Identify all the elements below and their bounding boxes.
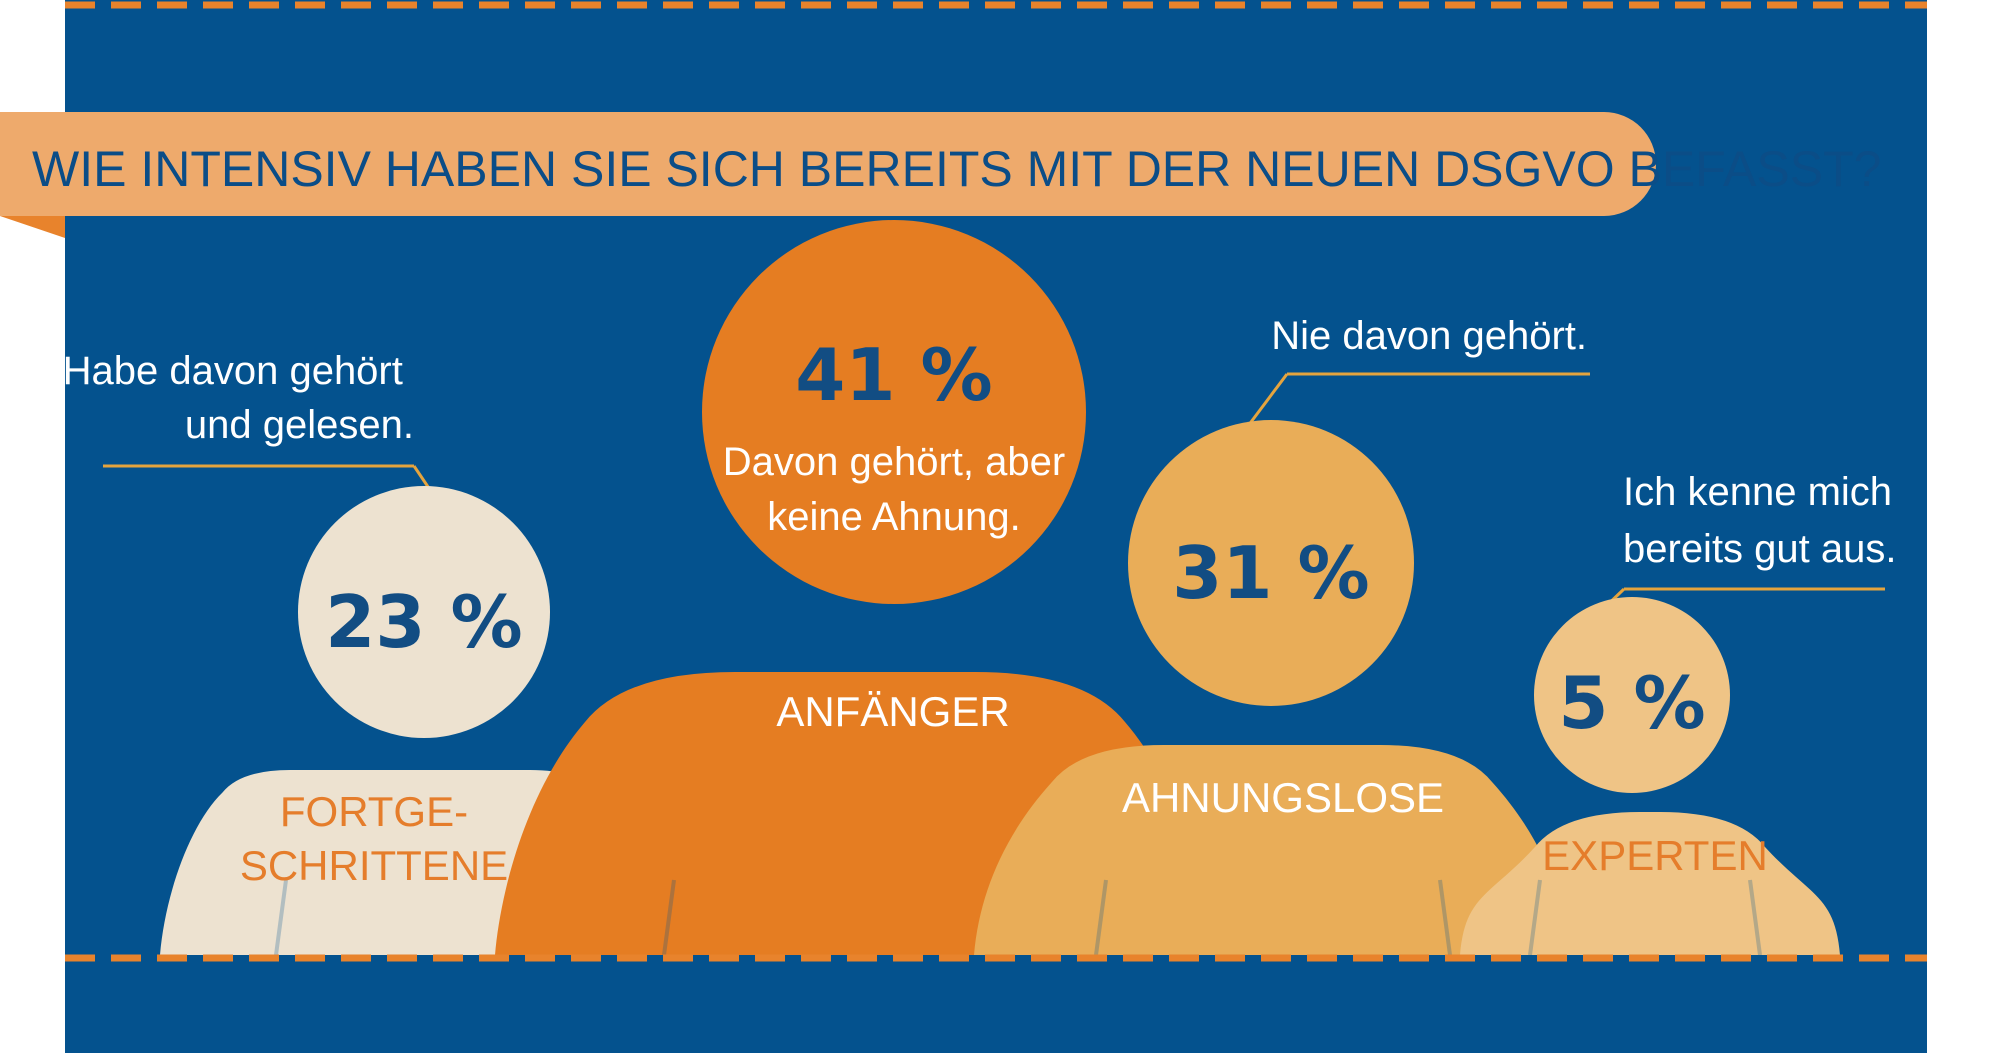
descriptions: Habe davon gehört und gelesen. Nie davon… [63,314,1903,614]
description-anfaenger-line-2: keine Ahnung. [767,495,1021,539]
figure-arm-experten-right [1748,879,1762,956]
description-fortgeschrittene: Habe davon gehört und gelesen. [63,349,414,447]
value-label-anfaenger: 41 % [795,333,992,417]
figure-body-experten [1460,812,1840,955]
figure-labels: 23 % FORTGE- SCHRITTENE 41 % Davon gehört, a… [240,333,1768,889]
description-experten-line-1: Ich kenne mich [1623,470,1892,514]
value-label-ahnungslose: 31 % [1172,531,1369,615]
figure-head-ahnungslose [1128,420,1414,706]
category-label-anfaenger: ANFÄNGER [776,688,1009,735]
figure-arm-experten-left [1528,879,1542,956]
chart-title: WIE INTENSIV HABEN SIE SICH BEREITS MIT … [32,141,1881,197]
title-banner: WIE INTENSIV HABEN SIE SICH BEREITS MIT … [0,112,1881,238]
category-label-fortgeschrittene-line-1: FORTGE- [280,788,468,835]
value-label-experten: 5 % [1558,661,1705,745]
description-fortgeschrittene-line-2: und gelesen. [185,403,414,447]
value-label-fortgeschrittene: 23 % [325,580,522,664]
title-banner-shape [0,112,1656,216]
description-ahnungslose-line-1: Nie davon gehört. [1271,314,1587,358]
description-fortgeschrittene-line-1: Habe davon gehört [63,349,403,393]
figure-body-ahnungslose [974,745,1570,955]
figure-head-anfaenger [702,220,1086,604]
figure-head-experten [1534,597,1730,793]
description-experten-line-2: bereits gut aus. [1623,527,1897,571]
figure-arm-ahnungslose-right [1438,879,1452,956]
figure-arm-fortgeschrittene-left [274,879,288,956]
connector-ahnungslose-diagonal [1243,373,1289,431]
person-figures [160,220,1840,956]
category-label-experten: EXPERTEN [1542,832,1768,879]
description-anfaenger-line-1: Davon gehört, aber [723,440,1065,484]
figure-arm-ahnungslose-left [1094,879,1108,956]
title-banner-fold [0,216,65,238]
figure-head-fortgeschrittene [298,486,550,738]
figure-arm-anfaenger-left [662,879,676,956]
category-label-fortgeschrittene-line-2: SCHRITTENE [240,842,508,889]
category-label-ahnungslose: AHNUNGSLOSE [1122,774,1444,821]
description-ahnungslose: Nie davon gehört. [1271,314,1587,358]
description-experten: Ich kenne mich bereits gut aus. [1623,470,1903,571]
bottom-band [65,955,1927,1053]
